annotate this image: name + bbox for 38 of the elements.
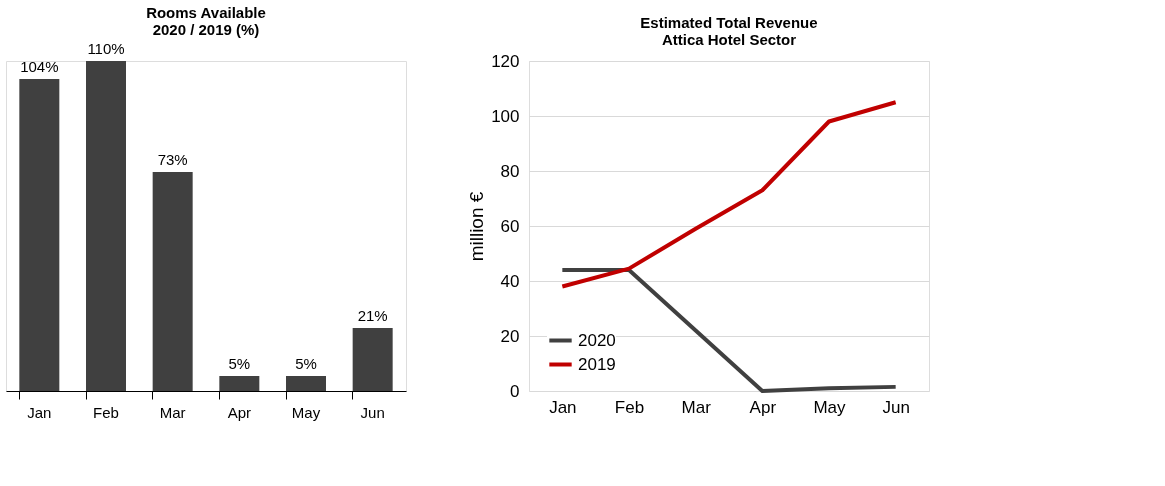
x-tick-label: Mar <box>159 403 186 421</box>
x-tick-label: Jan <box>549 397 577 417</box>
bar <box>352 328 393 391</box>
data-label: 110% <box>87 40 125 57</box>
legend-label: 2020 <box>578 330 616 350</box>
y-tick-label: 60 <box>500 216 520 236</box>
data-label: 21% <box>357 307 388 324</box>
chart-title: Estimated Total Revenue Attica Hotel Sector <box>640 14 818 48</box>
x-tick-label: Mar <box>681 397 712 417</box>
x-tick-label: Jan <box>27 403 52 421</box>
x-tick-label: May <box>291 403 321 421</box>
line-series <box>560 100 898 289</box>
data-label: 5% <box>295 355 317 372</box>
x-tick-label: May <box>813 397 847 417</box>
x-tick-label: Feb <box>93 403 119 421</box>
y-tick-label: 100 <box>491 106 520 126</box>
bar <box>19 79 60 391</box>
chart-title: Rooms Available 2020 / 2019 (%) <box>146 4 266 38</box>
x-tick-label: Apr <box>749 397 777 417</box>
data-label: 104% <box>20 58 59 75</box>
bar <box>152 172 193 391</box>
bar <box>286 376 326 391</box>
y-tick-label: 20 <box>500 326 520 346</box>
data-label: 73% <box>157 151 188 168</box>
bar <box>86 61 126 391</box>
y-tick-label: 0 <box>510 381 520 401</box>
y-tick-label: 120 <box>491 51 520 71</box>
y-tick-label: 40 <box>500 271 520 291</box>
bar <box>219 376 260 391</box>
x-tick-label: Jun <box>882 397 910 417</box>
x-tick-label: Feb <box>614 397 645 417</box>
y-axis-title: million € <box>466 191 488 262</box>
x-tick-label: Jun <box>360 403 385 421</box>
y-tick-label: 80 <box>500 161 520 181</box>
line-series <box>560 268 898 393</box>
x-tick-label: Apr <box>227 403 252 421</box>
data-label: 5% <box>228 355 251 372</box>
legend-label: 2019 <box>578 354 616 374</box>
